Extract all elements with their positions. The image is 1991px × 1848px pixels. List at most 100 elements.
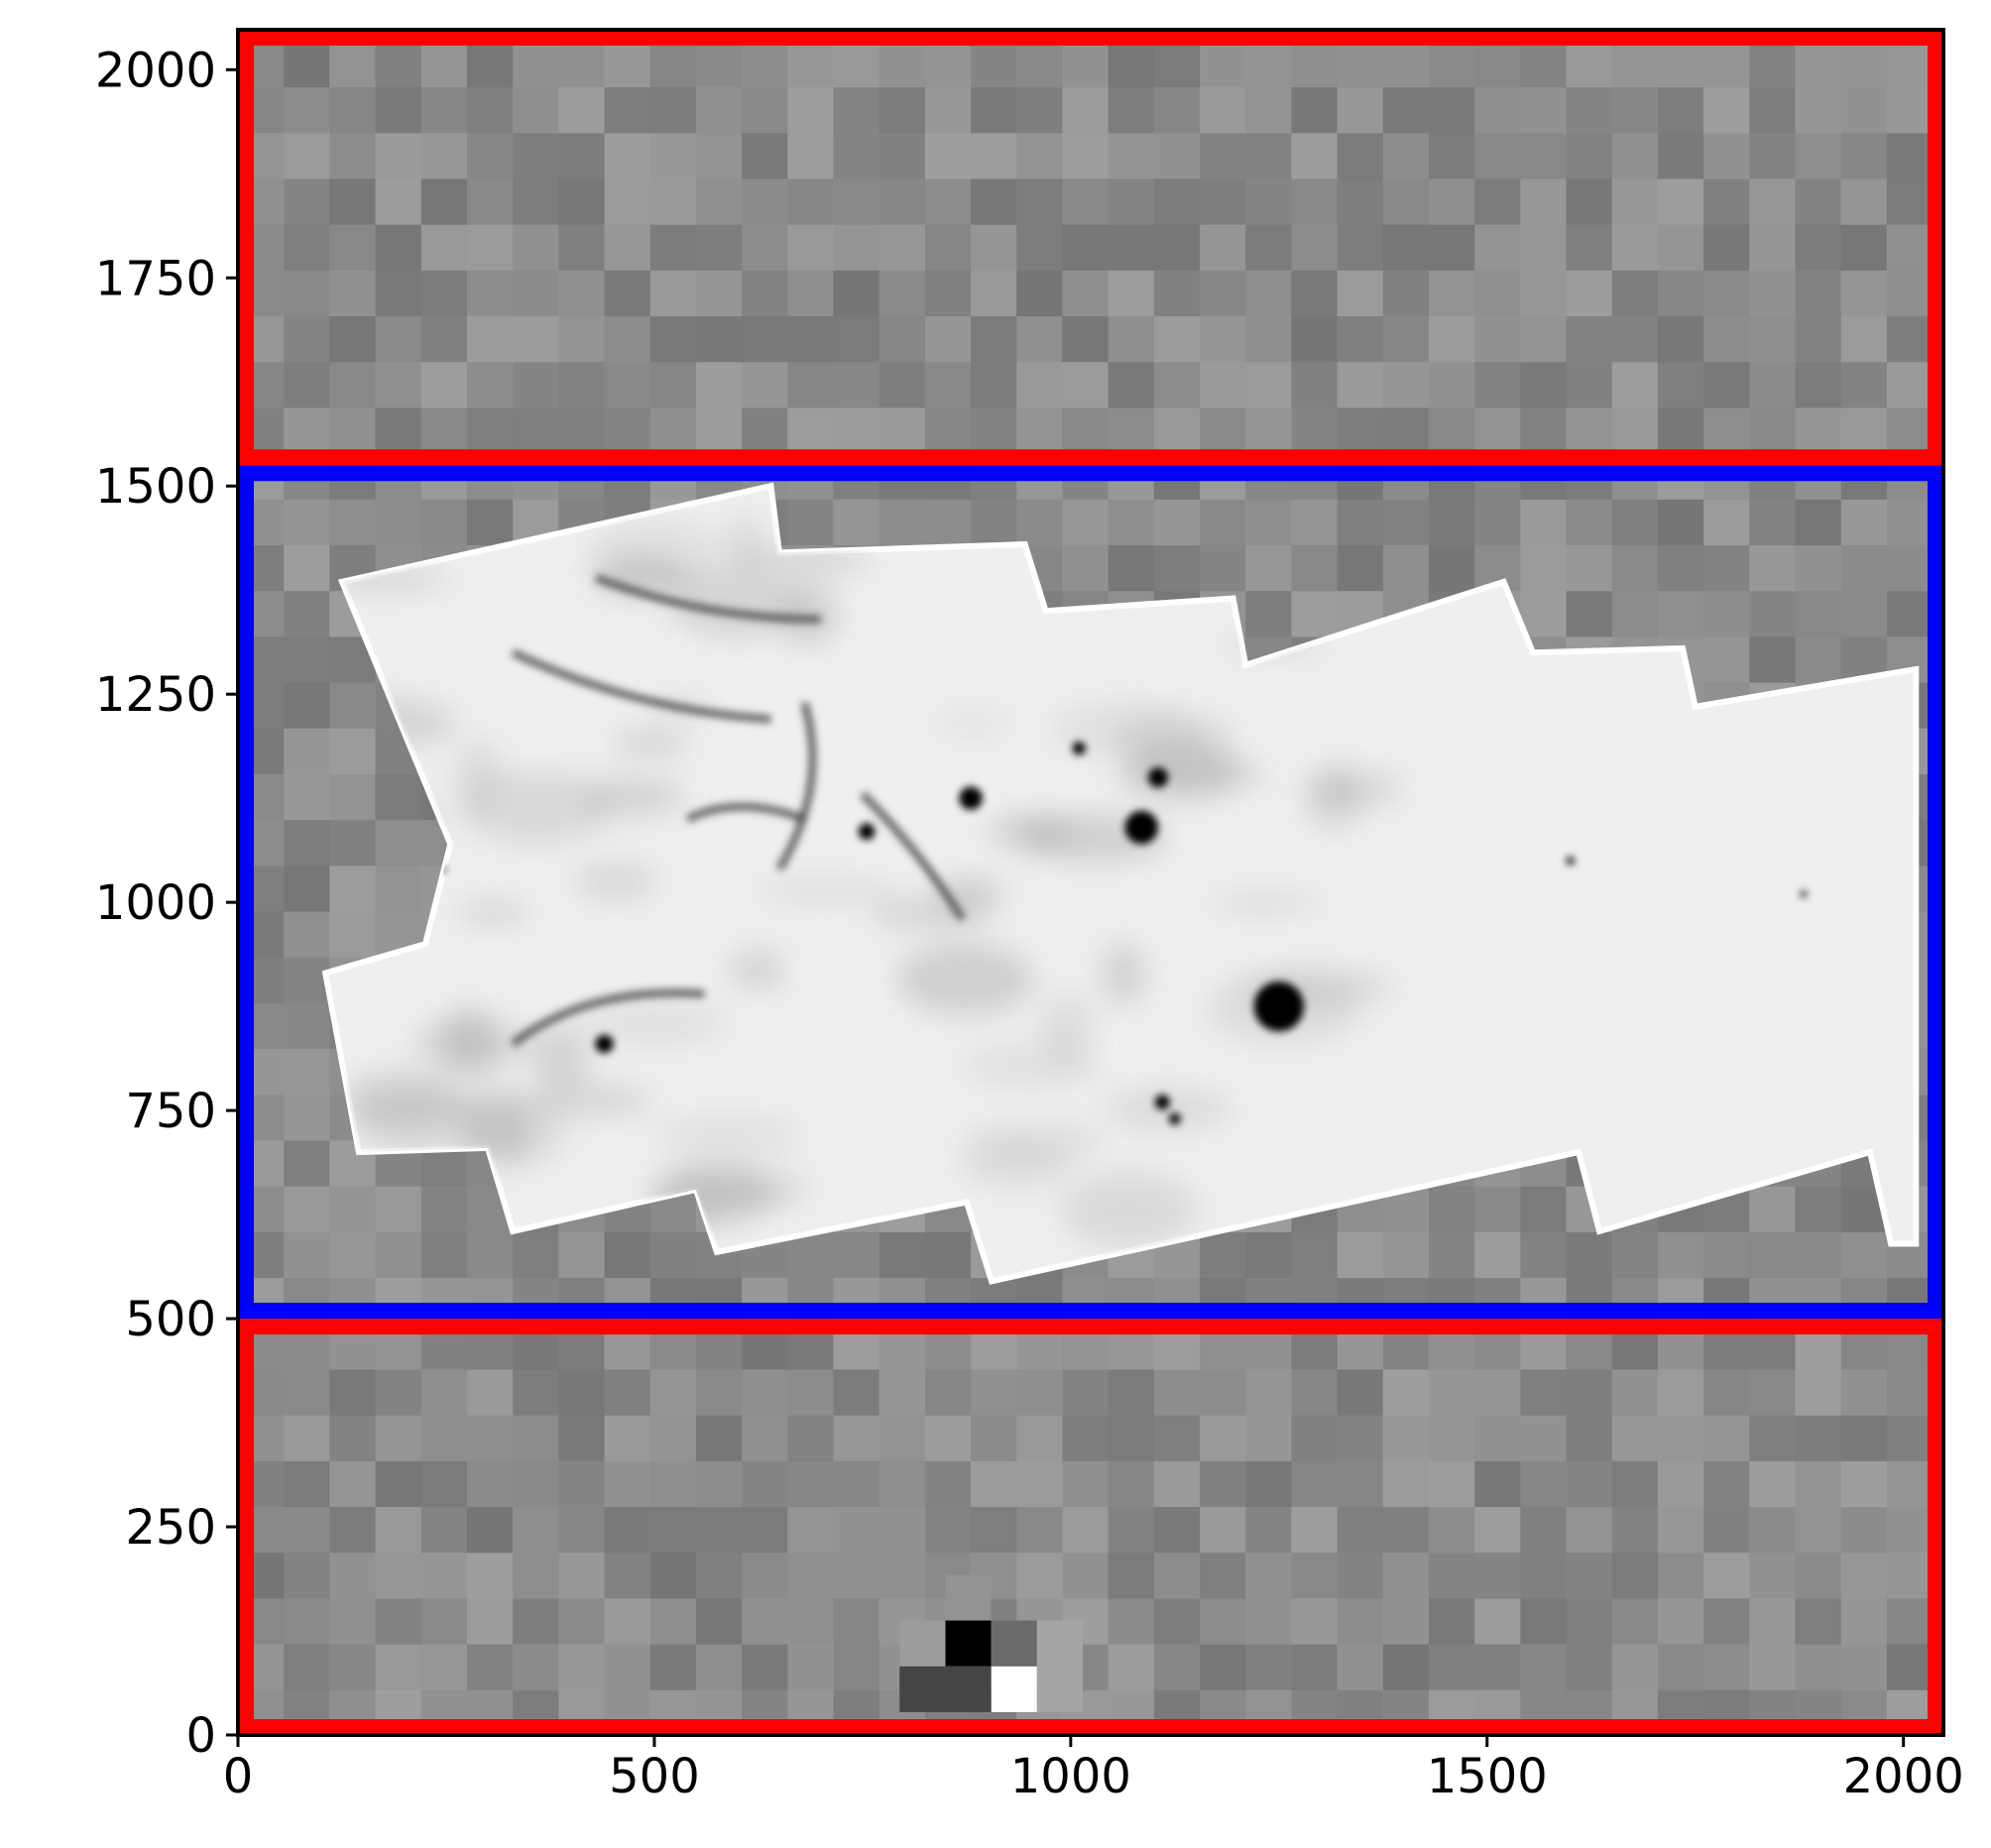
background-tile [1795, 1597, 1842, 1645]
background-tile [1703, 269, 1751, 317]
background-tile [742, 361, 789, 408]
background-tile [1749, 1368, 1797, 1416]
highlight-pixel [899, 1620, 946, 1667]
background-tile [1153, 86, 1202, 134]
background-tile [1520, 590, 1568, 637]
background-tile [1886, 406, 1934, 454]
mosaic-cloud [961, 1122, 1105, 1161]
mosaic-cloud [739, 546, 874, 575]
background-tile [1062, 498, 1110, 546]
background-tile [1611, 406, 1659, 454]
background-tile [787, 1414, 835, 1461]
background-tile [1245, 1414, 1293, 1461]
background-tile [1200, 1597, 1247, 1645]
background-tile [1795, 40, 1842, 88]
background-tile [1795, 590, 1842, 637]
background-tile [284, 498, 331, 546]
background-tile [1245, 361, 1293, 408]
background-tile [649, 1643, 697, 1690]
background-tile [420, 1459, 468, 1508]
background-tile [513, 1368, 560, 1416]
background-tile [1108, 132, 1155, 179]
mosaic-filament [510, 988, 705, 1048]
background-tile [1428, 40, 1476, 88]
background-tile [1200, 498, 1247, 546]
background-tile [1016, 498, 1064, 546]
background-tile [833, 315, 880, 363]
background-tile [284, 223, 331, 271]
background-tile [1428, 498, 1476, 546]
background-tile [284, 1368, 331, 1416]
background-tile [1108, 1459, 1155, 1508]
background-tile [1657, 1368, 1705, 1416]
background-tile [1016, 1506, 1064, 1554]
background-tile [1795, 1414, 1842, 1461]
background-tile [649, 177, 697, 225]
background-tile [1428, 1414, 1476, 1461]
background-tile [649, 223, 697, 271]
background-tile [1795, 1185, 1842, 1232]
background-tile [375, 1414, 422, 1461]
background-tile [1886, 177, 1934, 225]
background-tile [742, 1368, 789, 1416]
background-tile [604, 1368, 651, 1416]
background-tile [1153, 1552, 1202, 1599]
background-tile [1200, 544, 1247, 592]
background-tile [420, 1368, 468, 1416]
background-tile [513, 269, 560, 317]
background-tile [1291, 1414, 1339, 1461]
background-tile [878, 269, 926, 317]
background-tile [971, 1506, 1018, 1554]
background-tile [1108, 544, 1155, 592]
background-tile [924, 1506, 973, 1554]
background-tile [924, 498, 973, 546]
background-tile [1703, 177, 1751, 225]
background-tile [1291, 1230, 1339, 1279]
background-tile [1840, 590, 1888, 637]
background-tile [1428, 1230, 1476, 1279]
background-tile [1520, 1368, 1568, 1416]
background-tile [1611, 132, 1659, 179]
background-tile [1611, 177, 1659, 225]
background-tile [420, 361, 468, 408]
mosaic-filament [594, 573, 821, 624]
background-tile [1016, 269, 1064, 317]
background-tile [833, 86, 880, 134]
background-tile [1200, 406, 1247, 454]
background-tile [1153, 40, 1202, 88]
background-tile [833, 406, 880, 454]
background-tile [1886, 1643, 1934, 1690]
background-tile [1062, 86, 1110, 134]
x-axis: 0 500 1000 1500 2000 [223, 1735, 1964, 1804]
background-tile [1566, 406, 1613, 454]
background-tile [1016, 1552, 1064, 1599]
background-tile [1566, 269, 1613, 317]
background-tile [649, 1368, 697, 1416]
background-tile [1474, 1506, 1522, 1554]
background-tile [1337, 86, 1384, 134]
background-tile [1108, 498, 1155, 546]
x-tick-label: 1000 [1010, 1749, 1131, 1804]
background-tile [466, 132, 515, 179]
background-tile [1428, 544, 1476, 592]
background-tile [558, 315, 606, 363]
background-tile [1474, 1368, 1522, 1416]
background-tile [1886, 40, 1934, 88]
background-tile [1337, 1552, 1384, 1599]
x-tick-label: 1500 [1427, 1749, 1548, 1804]
background-tile [787, 223, 835, 271]
background-tile [1474, 40, 1522, 88]
background-tile [329, 681, 377, 729]
background-tile [558, 40, 606, 88]
background-tile [787, 40, 835, 88]
background-tile [1611, 40, 1659, 88]
background-tile [878, 498, 926, 546]
background-tile [1337, 1230, 1384, 1279]
background-tile [1108, 223, 1155, 271]
background-tile [1291, 1506, 1339, 1554]
background-tile [375, 1552, 422, 1599]
background-tile [1016, 315, 1064, 363]
x-tick-label: 2000 [1843, 1749, 1964, 1804]
background-tile [1108, 40, 1155, 88]
background-tile [1566, 1459, 1613, 1508]
